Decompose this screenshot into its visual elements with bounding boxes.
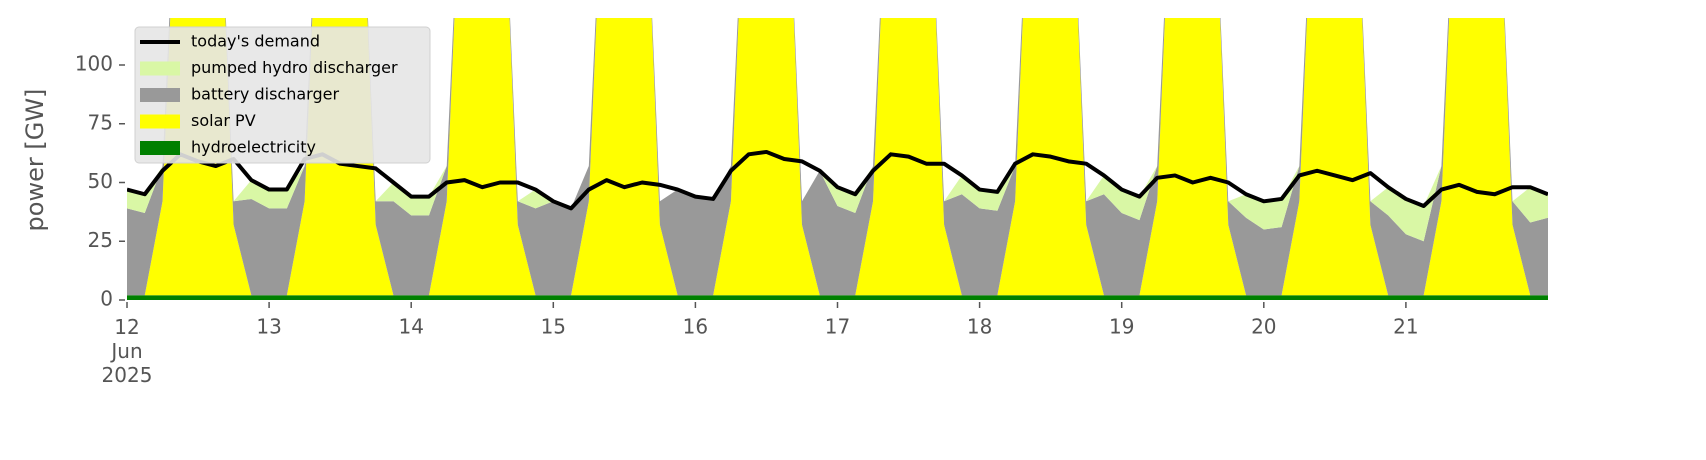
x-tick-label: 17 xyxy=(825,315,850,339)
x-tick-label: 12 Jun 2025 xyxy=(102,315,153,387)
x-tick-label-line: 2025 xyxy=(102,363,153,387)
x-tick-label: 15 xyxy=(541,315,566,339)
y-axis-label: power [GW] xyxy=(21,89,49,232)
legend-box xyxy=(134,26,431,164)
y-tick-label: 75 xyxy=(88,110,113,134)
legend-label: pumped hydro discharger xyxy=(191,58,398,77)
area xyxy=(127,295,1548,300)
y-tick-label: 50 xyxy=(88,169,113,193)
x-tick-label: 18 xyxy=(967,315,992,339)
legend-label: solar PV xyxy=(191,111,256,130)
legend-handle xyxy=(140,61,180,76)
area xyxy=(127,18,1548,242)
x-tick-label: 14 xyxy=(398,315,423,339)
x-tick-label: 20 xyxy=(1251,315,1276,339)
x-tick-label: 21 xyxy=(1393,315,1418,339)
legend-label: today's demand xyxy=(191,32,320,51)
y-tick-label: 0 xyxy=(100,287,113,311)
area xyxy=(127,18,1548,296)
x-tick-label: 16 xyxy=(683,315,708,339)
x-tick-label-line: 12 xyxy=(114,315,139,339)
x-tick-label-line: Jun xyxy=(109,339,142,363)
legend-handle xyxy=(140,114,180,129)
legend-handle xyxy=(140,141,180,155)
legend-handle xyxy=(140,88,180,102)
x-tick-label: 13 xyxy=(256,315,281,339)
demand-line xyxy=(127,149,1548,211)
y-tick-label: 25 xyxy=(88,228,113,252)
x-tick-label: 19 xyxy=(1109,315,1134,339)
legend-label: hydroelectricity xyxy=(191,138,316,157)
plot-area xyxy=(127,18,1548,300)
y-tick-label: 100 xyxy=(75,52,113,76)
area xyxy=(127,18,1548,296)
legend-label: battery discharger xyxy=(191,85,339,104)
